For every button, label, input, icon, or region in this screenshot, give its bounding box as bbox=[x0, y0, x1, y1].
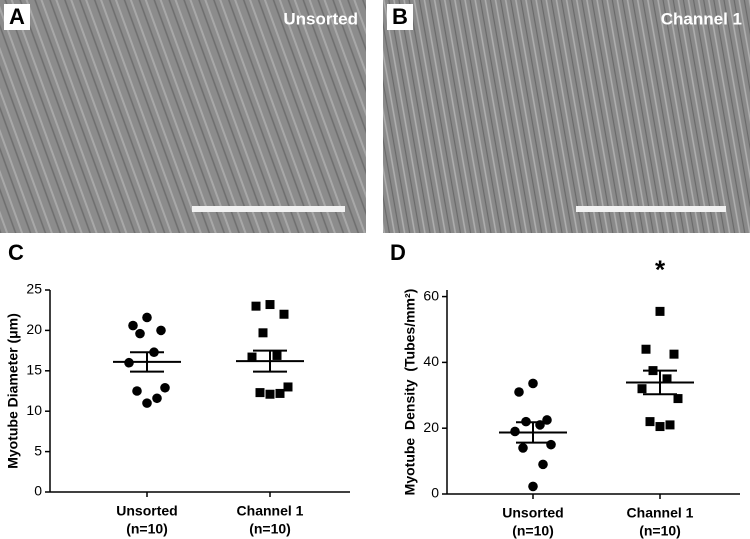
y-tick-label: 20 bbox=[26, 321, 42, 337]
data-point bbox=[669, 349, 679, 359]
data-point bbox=[279, 309, 289, 319]
y-tick-label: 60 bbox=[423, 287, 439, 303]
image-caption: Channel 1 bbox=[661, 9, 742, 28]
image-panel: B Channel 1 bbox=[383, 0, 750, 233]
y-tick-label: 15 bbox=[26, 362, 42, 378]
data-point bbox=[152, 393, 162, 404]
error-bar bbox=[130, 351, 164, 373]
panel-label: D bbox=[390, 240, 406, 265]
data-point bbox=[156, 325, 166, 336]
y-tick-label: 5 bbox=[34, 442, 42, 458]
y-tick-label: 25 bbox=[26, 281, 42, 297]
image-panel: A Unsorted bbox=[0, 0, 366, 233]
data-point bbox=[645, 417, 655, 427]
x-tick-note: (n=10) bbox=[639, 523, 681, 539]
significance-mark: * bbox=[655, 254, 666, 284]
data-point bbox=[283, 382, 293, 392]
data-point bbox=[673, 394, 683, 404]
image-caption: Unsorted bbox=[283, 9, 358, 28]
data-point bbox=[247, 352, 257, 362]
data-point bbox=[665, 420, 675, 430]
y-tick-label: 20 bbox=[423, 419, 439, 435]
scale-bar bbox=[576, 206, 726, 212]
y-tick-label: 0 bbox=[431, 485, 439, 501]
x-tick-label: Channel 1 bbox=[627, 505, 694, 521]
x-tick-label: Channel 1 bbox=[237, 503, 304, 519]
panel-label: A bbox=[9, 4, 25, 29]
data-point bbox=[265, 389, 275, 399]
x-tick-label: Unsorted bbox=[116, 503, 177, 519]
data-point bbox=[251, 301, 261, 311]
data-point bbox=[142, 398, 152, 408]
data-point bbox=[265, 300, 275, 310]
y-axis-label: Myotube Diameter (μm) bbox=[5, 313, 21, 469]
data-point bbox=[514, 387, 524, 397]
panel-label-box bbox=[4, 4, 30, 30]
scale-bar bbox=[192, 206, 345, 212]
data-point bbox=[128, 320, 138, 331]
data-point bbox=[258, 328, 268, 338]
data-point bbox=[160, 382, 170, 393]
data-point bbox=[641, 344, 651, 354]
y-tick-label: 0 bbox=[34, 483, 42, 499]
data-point bbox=[528, 378, 538, 389]
data-point bbox=[135, 328, 145, 339]
y-axis-label: Myotube Density (Tubes/mm²) bbox=[402, 289, 418, 496]
x-tick-label: Unsorted bbox=[502, 505, 563, 521]
y-tick-label: 40 bbox=[423, 353, 439, 369]
data-point bbox=[275, 388, 285, 398]
data-point bbox=[538, 459, 548, 470]
x-tick-note: (n=10) bbox=[126, 521, 168, 537]
panel-label: B bbox=[392, 4, 408, 29]
data-point bbox=[528, 481, 538, 492]
error-bar bbox=[643, 369, 677, 396]
x-tick-note: (n=10) bbox=[512, 523, 554, 539]
data-point bbox=[637, 384, 647, 394]
x-tick-note: (n=10) bbox=[249, 521, 291, 537]
panel-label-box bbox=[387, 4, 413, 30]
data-point bbox=[255, 388, 265, 398]
data-point bbox=[132, 386, 142, 396]
data-point bbox=[662, 374, 672, 384]
y-tick-label: 10 bbox=[26, 402, 42, 418]
micrograph bbox=[0, 0, 366, 233]
data-point bbox=[655, 422, 665, 432]
data-point bbox=[142, 312, 152, 323]
error-bar bbox=[516, 421, 550, 444]
data-point bbox=[518, 443, 528, 453]
error-bar bbox=[253, 349, 287, 373]
data-point bbox=[655, 306, 665, 316]
micrograph bbox=[383, 0, 750, 233]
data-point bbox=[546, 439, 556, 450]
panel-label: C bbox=[8, 240, 24, 265]
data-point bbox=[272, 350, 282, 360]
